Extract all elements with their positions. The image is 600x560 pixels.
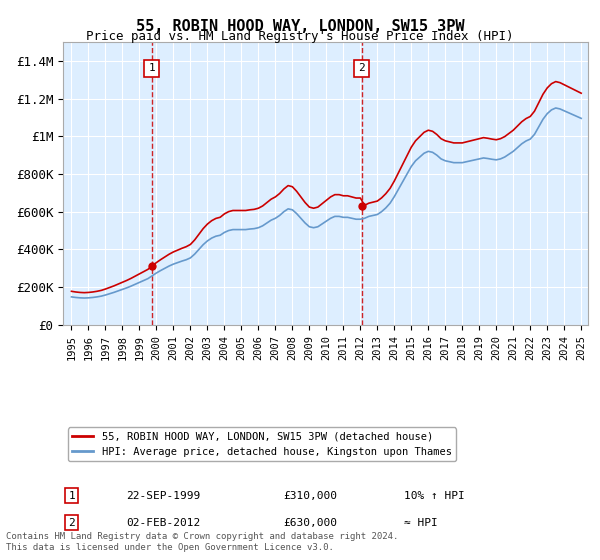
Text: 1: 1	[68, 491, 75, 501]
Text: £310,000: £310,000	[284, 491, 337, 501]
Legend: 55, ROBIN HOOD WAY, LONDON, SW15 3PW (detached house), HPI: Average price, detac: 55, ROBIN HOOD WAY, LONDON, SW15 3PW (de…	[68, 427, 456, 461]
Text: 22-SEP-1999: 22-SEP-1999	[126, 491, 200, 501]
Text: ≈ HPI: ≈ HPI	[404, 517, 438, 528]
Text: 55, ROBIN HOOD WAY, LONDON, SW15 3PW: 55, ROBIN HOOD WAY, LONDON, SW15 3PW	[136, 19, 464, 34]
Text: 10% ↑ HPI: 10% ↑ HPI	[404, 491, 465, 501]
Text: 2: 2	[68, 517, 75, 528]
Text: £630,000: £630,000	[284, 517, 337, 528]
Text: Contains HM Land Registry data © Crown copyright and database right 2024.
This d: Contains HM Land Registry data © Crown c…	[6, 532, 398, 552]
Text: 2: 2	[358, 63, 365, 73]
Text: 1: 1	[148, 63, 155, 73]
Text: 02-FEB-2012: 02-FEB-2012	[126, 517, 200, 528]
Text: Price paid vs. HM Land Registry's House Price Index (HPI): Price paid vs. HM Land Registry's House …	[86, 30, 514, 43]
